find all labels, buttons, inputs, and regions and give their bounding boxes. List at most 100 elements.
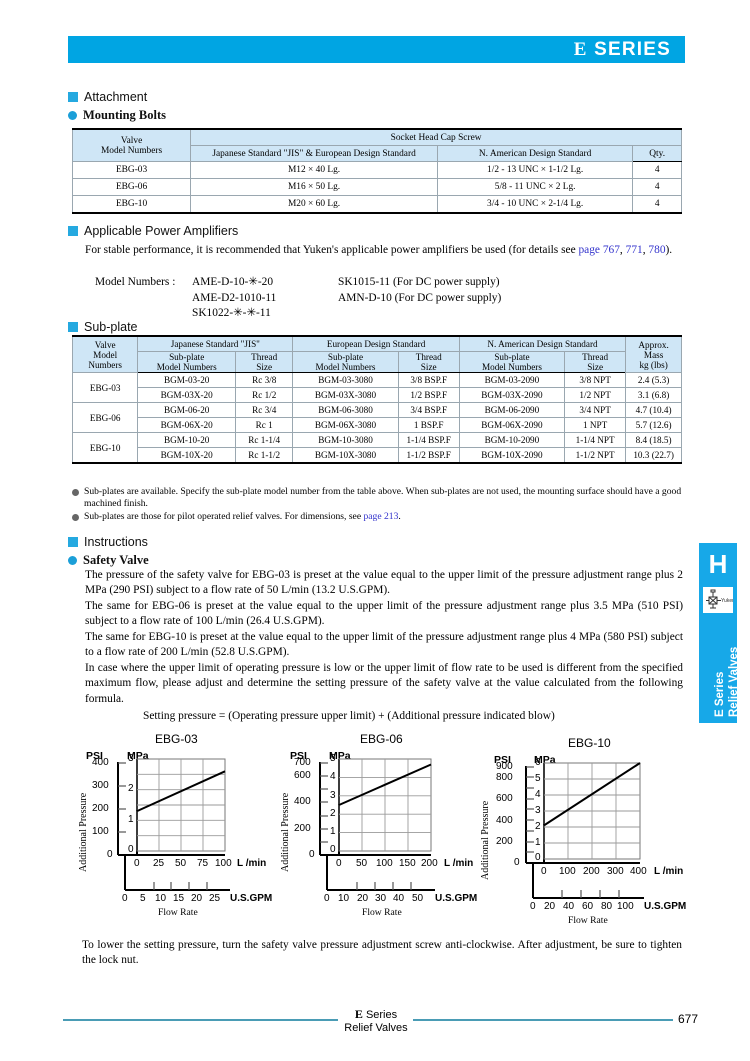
model-numbers-label: Model Numbers : [95, 276, 176, 288]
link-page-767[interactable]: page 767 [578, 244, 620, 256]
header-qty: Qty. [632, 145, 682, 162]
cell-jis-model: BGM-10-20 [137, 432, 236, 448]
table-row: EBG-06 M16 × 50 Lg. 5/8 - 11 UNC × 2 Lg.… [71, 178, 682, 196]
psi-tick: 700 [294, 757, 311, 768]
chart-title: EBG-03 [155, 732, 198, 746]
mpa-tick: 6 [535, 757, 541, 768]
cell-mass: 5.7 (12.6) [625, 417, 682, 433]
header-group-euro: European Design Standard [292, 335, 460, 352]
psi-tick: 600 [496, 793, 513, 804]
cell-namer: 1/2 - 13 UNC × 1-1/2 Lg. [436, 161, 634, 179]
gpm-tick: 50 [412, 893, 424, 904]
lmin-tick: 200 [421, 858, 438, 869]
safety-valve-paragraph-2: The same for EBG-06 is preset at the val… [85, 600, 683, 628]
cell-jis: M16 × 50 Lg. [190, 178, 438, 196]
cell-jis-model: BGM-03X-20 [137, 387, 236, 403]
lmin-tick: 200 [583, 866, 600, 877]
link-page-771[interactable]: 771 [625, 244, 643, 256]
footer-subtitle: Relief Valves [344, 1022, 408, 1034]
header-subplate-namerican: Sub-plate Model Numbers [458, 351, 566, 373]
cell-eu-model: BGM-03-3080 [292, 372, 399, 388]
cell-jis: M20 × 60 Lg. [190, 195, 438, 214]
lmin-tick: 50 [356, 858, 368, 869]
lmin-tick: 0 [134, 858, 140, 869]
header-valve-line2: Model Numbers [100, 145, 163, 156]
footer-rule-left [63, 1019, 338, 1021]
table-row: BGM-03X-20 Rc 1/2 BGM-03X-3080 1/2 BSP.F… [73, 387, 682, 403]
banner-title: E SERIES [574, 39, 671, 61]
footer-center: E Series Relief Valves [338, 1008, 414, 1035]
psi-tick: 400 [294, 796, 311, 807]
cell-na-model: BGM-06-2090 [458, 402, 566, 418]
x-axis-label: Flow Rate [158, 907, 198, 918]
mpa-tick: 1 [330, 826, 336, 837]
cell-na-thread: 1-1/2 NPT [564, 447, 627, 464]
side-tab-letter: H [708, 549, 728, 579]
cell-jis-thread: Rc 3/4 [234, 402, 294, 418]
chart-ebg-10-svg [525, 762, 644, 899]
link-page-780[interactable]: 780 [648, 244, 666, 256]
heading-instructions-label: Instructions [84, 535, 148, 549]
cell-na-thread: 3/4 NPT [564, 402, 627, 418]
mpa-tick: 3 [128, 753, 134, 764]
gpm-tick: 40 [563, 901, 575, 912]
heading-instructions: Instructions [68, 535, 148, 549]
cell-eu-thread: 1 BSP.F [397, 417, 460, 433]
link-page-213[interactable]: page 213 [363, 511, 399, 522]
hdr-line1: Sub-plate [494, 352, 530, 362]
heading-sub-plate: Sub-plate [68, 320, 138, 334]
gpm-tick: 30 [375, 893, 387, 904]
sub-plate-table: Valve Model Numbers Japanese Standard "J… [71, 335, 682, 464]
axis-unit-psi: PSI [290, 750, 307, 762]
valve-icon: Yuken [703, 587, 735, 613]
note-bullet-icon [72, 514, 79, 521]
cell-eu-thread: 1-1/2 BSP.F [397, 447, 460, 464]
subplate-note-2-end: . [398, 511, 401, 522]
header-subplate-jis: Sub-plate Model Numbers [137, 351, 236, 373]
lmin-tick: 75 [197, 858, 209, 869]
gpm-tick: 10 [338, 893, 350, 904]
side-tab-h[interactable]: H Yuken E Series Relief Valves [699, 543, 740, 723]
series-e-mark: E [573, 39, 588, 60]
cell-jis-model: BGM-10X-20 [137, 447, 236, 464]
amplifiers-intro: For stable performance, it is recommende… [85, 243, 683, 258]
x-unit-lmin: L /min [237, 858, 267, 869]
heading-power-amplifiers: Applicable Power Amplifiers [68, 224, 238, 238]
mounting-bolts-table: Valve Model Numbers Socket Head Cap Scre… [71, 128, 682, 214]
safety-valve-paragraph-1: The pressure of the safety valve for EBG… [85, 569, 683, 597]
heading-safety-valve: Safety Valve [68, 553, 149, 568]
lmin-tick: 400 [630, 866, 647, 877]
mpa-tick: 0 [128, 844, 134, 855]
gpm-tick: 80 [601, 901, 613, 912]
lmin-tick: 25 [153, 858, 165, 869]
cell-na-thread: 3/8 NPT [564, 372, 627, 388]
x-unit-lmin: L /min [444, 858, 474, 869]
gpm-tick: 25 [209, 893, 221, 904]
header-approx-mass: Approx. Mass kg (lbs) [625, 335, 682, 373]
model-number-item: SK1022-✳-✳-11 [192, 307, 271, 319]
sep2: , [642, 244, 649, 256]
gpm-tick: 5 [140, 893, 146, 904]
psi-tick: 900 [496, 761, 513, 772]
psi-tick: 200 [92, 803, 109, 814]
amplifiers-intro-text: For stable performance, it is recommende… [85, 244, 579, 256]
cell-jis: M12 × 40 Lg. [190, 161, 438, 179]
x-axis-label: Flow Rate [362, 907, 402, 918]
cell-na-model: BGM-03X-2090 [458, 387, 566, 403]
cell-valve-model: EBG-03 [71, 372, 139, 403]
gpm-tick: 20 [357, 893, 369, 904]
subplate-note-2-text: Sub-plates are those for pilot operated … [84, 511, 364, 522]
cell-model: EBG-03 [71, 161, 192, 179]
svg-text:Yuken: Yuken [721, 598, 733, 604]
side-tab-line2: Relief Valves [699, 623, 740, 719]
mpa-tick: 5 [535, 773, 541, 784]
square-bullet-icon [68, 322, 78, 332]
sep1: , [619, 244, 626, 256]
cell-qty: 4 [632, 195, 682, 214]
header-valve-line3: Numbers [88, 359, 123, 370]
gpm-tick: 100 [617, 901, 634, 912]
chart-ebg-06-svg [319, 758, 435, 891]
psi-tick: 300 [92, 780, 109, 791]
header-valve-line1: Valve [94, 339, 116, 350]
dot-bullet-icon [68, 111, 77, 120]
